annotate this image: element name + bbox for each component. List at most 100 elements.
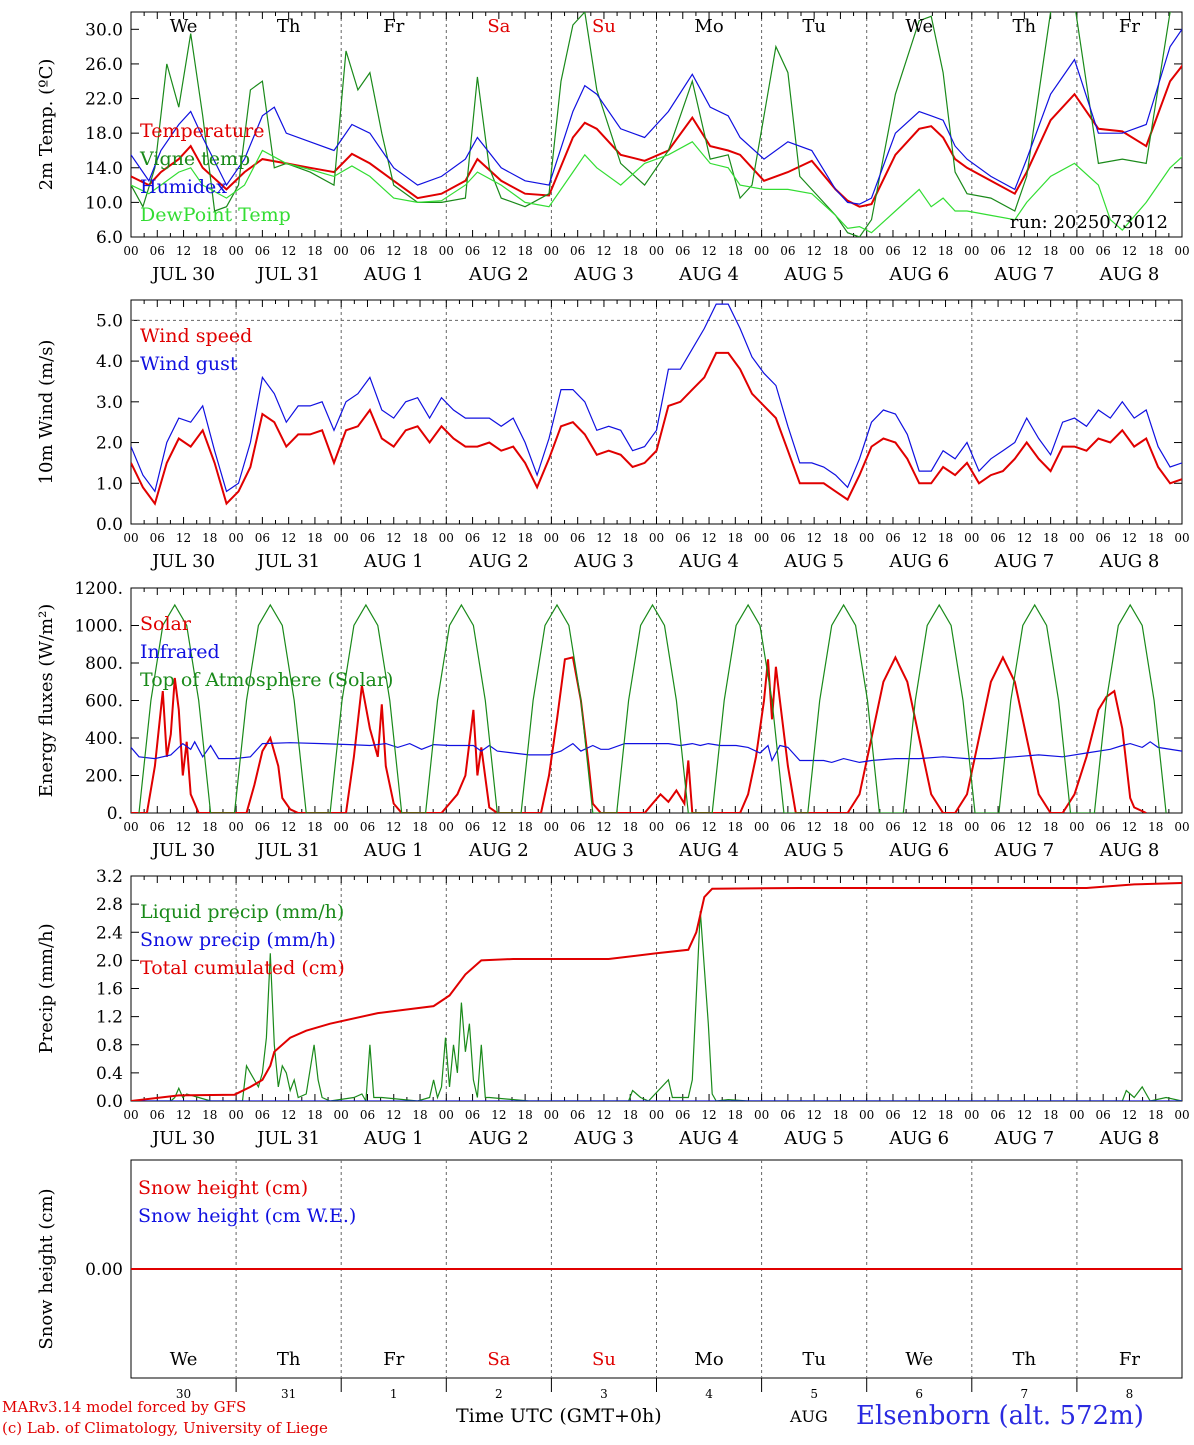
hour-tick-label: 06 [1096,531,1111,545]
chart-panel-5: 0.00 Snow height (cm) Snow height (cm) Snow… [36,1159,1183,1401]
hour-tick-label: 06 [255,1108,270,1122]
y-tick-label: 2.0 [96,951,123,971]
legend-entry: Infrared [140,641,220,663]
hour-tick-label: 18 [517,531,532,545]
y-tick-label: 0.8 [96,1036,123,1056]
hour-tick-label: 06 [465,244,480,258]
legend-entry: Vigne temp [139,148,250,170]
hour-tick-label: 12 [807,244,822,258]
hour-tick-label: 12 [1017,531,1032,545]
weekday-label: Mo [694,16,723,37]
hour-tick-label: 12 [701,820,716,834]
hour-tick-label: 00 [228,531,243,545]
hour-tick-label: 18 [938,531,953,545]
y-tick-label: 200. [85,767,123,787]
date-label: JUL 30 [150,840,215,861]
hour-tick-label: 12 [176,820,191,834]
legend-entry: Temperature [140,120,264,142]
legend-entry: Wind speed [140,325,252,347]
run-annotation: run: 2025073012 [1010,212,1168,233]
hour-tick-label: 06 [885,244,900,258]
hour-tick-label: 12 [491,244,506,258]
hour-tick-label: 18 [623,531,638,545]
hour-tick-label: 18 [517,1108,532,1122]
chart-panel-2: 00 06 12 18 JUL 30 00 06 12 18 JUL 31 00 06 12 18 AUG … [36,299,1190,572]
weekday-label: We [170,16,198,37]
y-tick-label: 10.0 [85,193,123,213]
hour-tick-label: 06 [990,244,1005,258]
weekday-label: We [905,16,933,37]
y-tick-label: 1.2 [96,1008,123,1028]
legend-entry: Wind gust [140,353,238,375]
date-label: AUG 2 [468,551,529,572]
date-label: JUL 30 [150,264,215,285]
hour-tick-label: 00 [1174,820,1189,834]
hour-tick-label: 06 [990,531,1005,545]
y-tick-label: 5.0 [96,311,123,331]
hour-tick-label: 00 [754,531,769,545]
hour-tick-label: 12 [1017,244,1032,258]
weekday-label: Tu [802,1349,826,1370]
hour-tick-label: 06 [675,1108,690,1122]
y-tick-label: 1000. [74,617,123,637]
hour-tick-label: 00 [123,244,138,258]
series-line-solar [131,655,1147,813]
hour-tick-label: 18 [833,820,848,834]
hour-tick-label: 00 [649,531,664,545]
hour-tick-label: 06 [465,1108,480,1122]
date-label: JUL 31 [255,264,320,285]
hour-tick-label: 00 [754,244,769,258]
date-label: JUL 31 [255,840,320,861]
hour-tick-label: 12 [701,531,716,545]
legend-entry: Humidex [140,176,227,198]
y-axis-label: Snow height (cm) [36,1188,57,1349]
date-label: AUG 8 [1099,551,1160,572]
hour-tick-label: 12 [596,1108,611,1122]
hour-tick-label: 06 [675,531,690,545]
hour-tick-label: 00 [439,244,454,258]
hour-tick-label: 00 [439,531,454,545]
hour-tick-label: 00 [964,820,979,834]
y-axis-label: Energy fluxes (W/m²) [36,604,57,798]
hour-tick-label: 18 [1043,820,1058,834]
date-label: AUG 7 [993,840,1054,861]
hour-tick-label: 12 [701,1108,716,1122]
date-label: JUL 30 [150,1128,215,1149]
date-label: AUG 1 [363,264,424,285]
hour-tick-label: 12 [491,531,506,545]
hour-tick-label: 18 [623,1108,638,1122]
hour-tick-label: 00 [228,820,243,834]
hour-tick-label: 18 [412,531,427,545]
y-tick-label: 18.0 [85,124,123,144]
hour-tick-label: 12 [1122,820,1137,834]
hour-tick-label: 06 [465,820,480,834]
chart-panel-4: 00 06 12 18 JUL 30 00 06 12 18 JUL 31 00 06 12 18 AUG … [36,867,1190,1149]
hour-tick-label: 00 [544,244,559,258]
date-label: AUG 3 [573,551,634,572]
station-name: Elsenborn (alt. 572m) [856,1401,1144,1431]
hour-tick-label: 00 [859,244,874,258]
hour-tick-label: 12 [491,1108,506,1122]
series-line-temperature [131,64,1182,208]
hour-tick-label: 18 [202,244,217,258]
hour-tick-label: 00 [544,1108,559,1122]
date-label: AUG 7 [993,551,1054,572]
hour-tick-label: 18 [938,820,953,834]
date-label: AUG 3 [573,264,634,285]
weekday-label: Th [1013,16,1037,37]
y-tick-label: 0.0 [96,1092,123,1112]
y-tick-label: 0. [107,804,123,824]
weekday-label: Mo [694,1349,723,1370]
y-tick-label: 2.0 [96,434,123,454]
y-tick-label: 600. [85,692,123,712]
series-line-infrared [131,740,1182,764]
hour-tick-label: 00 [1069,531,1084,545]
hour-tick-label: 18 [728,820,743,834]
month-label: AUG [790,1407,828,1426]
hour-tick-label: 12 [176,244,191,258]
hour-tick-label: 00 [1174,244,1189,258]
hour-tick-label: 12 [912,244,927,258]
hour-tick-label: 18 [412,1108,427,1122]
hour-tick-label: 06 [675,244,690,258]
